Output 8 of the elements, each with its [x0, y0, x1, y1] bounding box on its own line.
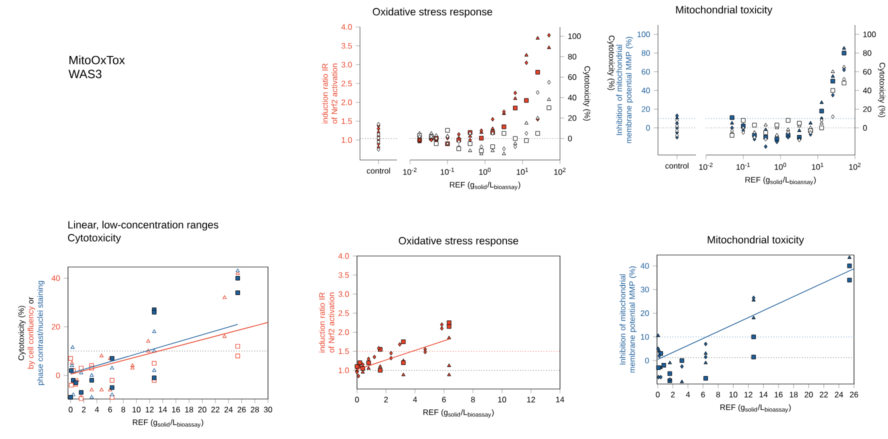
chart-title: Oxidative stress response — [398, 236, 518, 246]
chart-title: Mitochondrial toxicity — [676, 6, 772, 16]
chart-subtitle: Cytotoxicity — [68, 234, 121, 244]
chart-title: Linear, low-concentration ranges — [68, 220, 218, 231]
text: MitoOxTox — [70, 56, 125, 64]
chart-title: Mitochondrial toxicity — [708, 236, 804, 246]
chart-title: Oxidative stress response — [372, 8, 492, 18]
text: WAS3 — [68, 70, 102, 78]
